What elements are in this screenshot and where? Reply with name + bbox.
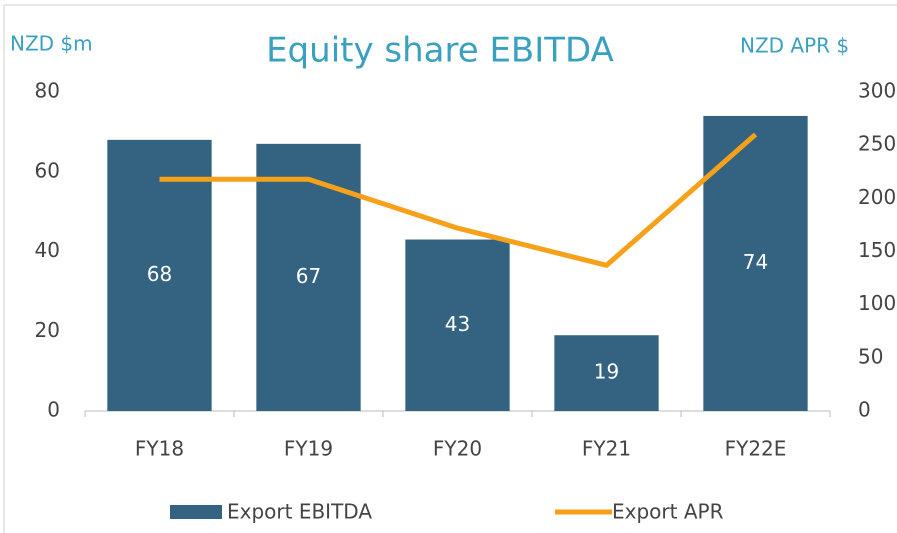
x-tick-label: FY20 — [433, 437, 482, 461]
bar — [107, 139, 212, 411]
data-label: 74 — [743, 250, 768, 274]
y-tick-label: 20 — [35, 318, 60, 342]
data-label: 67 — [296, 264, 321, 288]
y2-tick-label: 50 — [858, 344, 883, 368]
y-tick-label: 80 — [35, 79, 60, 103]
frame — [3, 4, 897, 533]
y2-tick-label: 250 — [858, 132, 896, 156]
y-tick-label: 60 — [35, 158, 60, 182]
bar — [405, 239, 510, 411]
x-tick-label: FY21 — [582, 437, 631, 461]
y2-tick-label: 300 — [858, 79, 896, 103]
x-tick-label: FY22E — [725, 437, 787, 461]
chart-title: Equity share EBITDA — [266, 31, 614, 71]
data-label: 68 — [147, 262, 172, 286]
data-label: 43 — [445, 312, 470, 336]
y2-tick-label: 150 — [858, 238, 896, 262]
y2-tick-label: 200 — [858, 185, 896, 209]
y-axis-label: NZD $m — [10, 32, 93, 56]
x-tick-label: FY18 — [135, 437, 184, 461]
legend-label: Export APR — [612, 500, 724, 524]
bar — [554, 335, 659, 411]
legend-label: Export EBITDA — [227, 500, 372, 524]
y-tick-label: 40 — [35, 238, 60, 262]
y-tick-label: 0 — [47, 398, 60, 422]
data-label: 19 — [594, 360, 619, 384]
y2-tick-label: 100 — [858, 291, 896, 315]
legend-swatch — [170, 505, 222, 519]
y2-tick-label: 0 — [858, 398, 871, 422]
line — [159, 132, 758, 268]
x-tick-label: FY19 — [284, 437, 333, 461]
y2-axis-label: NZD APR $ — [740, 34, 849, 58]
